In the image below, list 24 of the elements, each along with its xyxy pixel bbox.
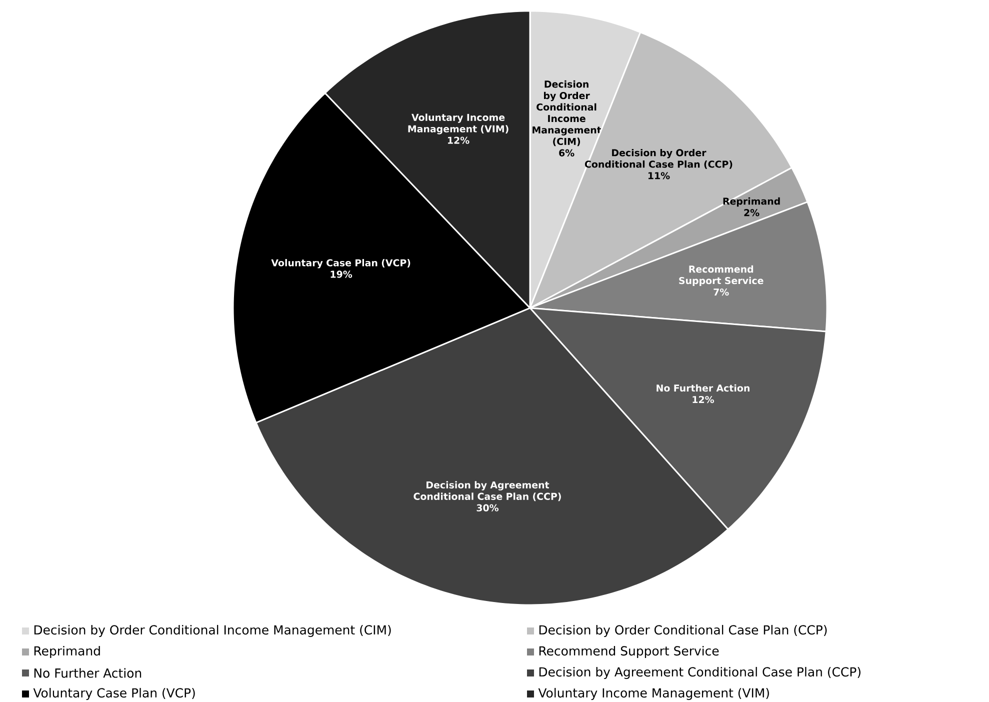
legend-label: Voluntary Income Management (VIM) bbox=[538, 688, 769, 700]
slice-label: Decision by Agreement Conditional Case Plan (CCP) bbox=[414, 481, 561, 502]
slice-label: Reprimand bbox=[723, 197, 780, 207]
data-label: 19% bbox=[330, 270, 352, 278]
data-label: 2% bbox=[744, 209, 760, 216]
slice-label: Voluntary Income Management (VIM) bbox=[408, 114, 508, 134]
data-label: 7% bbox=[714, 288, 729, 296]
data-label: 12% bbox=[692, 396, 714, 404]
slice-label: Decision by Order Conditional Case Plan (CCP) bbox=[584, 148, 732, 169]
data-label: 12% bbox=[448, 136, 470, 144]
legend-label: Decision by Agreement Conditional Case Plan (CCP) bbox=[539, 666, 860, 680]
slice-label: No Further Action bbox=[656, 384, 750, 392]
legend-label: Reprimand bbox=[34, 646, 100, 658]
slice-label: Recommend Support Service bbox=[679, 265, 764, 286]
data-label: 30% bbox=[476, 504, 499, 512]
data-label: 11% bbox=[648, 172, 670, 180]
legend-label: Decision by Order Conditional Case Plan (CCP) bbox=[539, 624, 827, 638]
legend-label: Recommend Support Service bbox=[539, 646, 719, 658]
legend-label: No Further Action bbox=[34, 668, 142, 678]
slice-label: Decision by Order Conditional Income Management (CIM) bbox=[532, 80, 602, 146]
data-label: 6% bbox=[559, 149, 574, 156]
slice-label: Voluntary Case Plan (VCP) bbox=[271, 259, 410, 268]
legend-label: Decision by Order Conditional Income Management (CIM) bbox=[34, 624, 391, 638]
legend-label: Voluntary Case Plan (VCP) bbox=[33, 688, 195, 700]
